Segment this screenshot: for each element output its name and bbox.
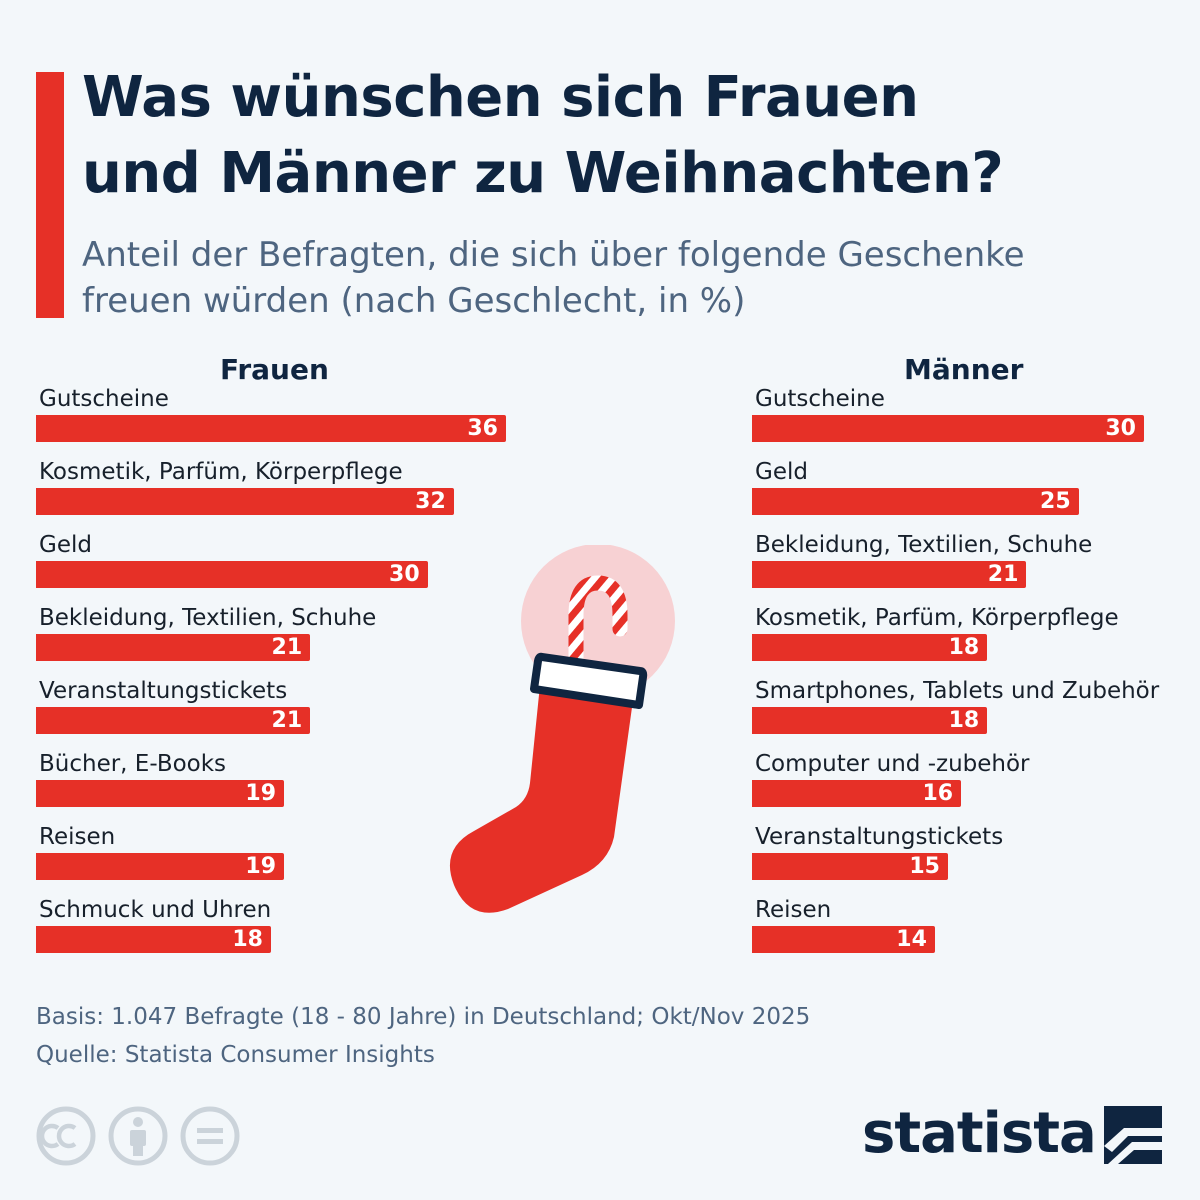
bar-value-label: 15	[909, 854, 940, 879]
bar: 30	[752, 415, 1144, 442]
bar-category-label: Geld	[39, 532, 92, 558]
bar-row: Kosmetik, Parfüm, Körperpflege 32	[36, 458, 596, 531]
christmas-stocking-with-candy-cane-icon	[449, 545, 675, 913]
bar-row: Veranstaltungstickets 21	[36, 677, 596, 750]
bar-row: Kosmetik, Parfüm, Körperpflege 18	[752, 604, 1192, 677]
basis-note: Basis: 1.047 Befragte (18 - 80 Jahre) in…	[36, 1004, 811, 1030]
bar: 32	[36, 488, 454, 515]
bar: 30	[36, 561, 428, 588]
attribution-icon[interactable]	[108, 1106, 168, 1166]
bar-value-label: 19	[245, 854, 277, 879]
title-line-2: und Männer zu Weihnachten?	[82, 141, 1004, 206]
bar: 19	[36, 853, 285, 880]
subtitle-line-2: freuen würden (nach Geschlecht, in %)	[82, 281, 746, 321]
bar: 36	[36, 415, 506, 442]
statista-mark-icon	[1104, 1106, 1162, 1164]
bar-value-label: 36	[467, 416, 498, 441]
chart-title-frauen: Frauen	[220, 353, 329, 386]
bar-category-label: Reisen	[755, 897, 832, 923]
bar-category-label: Gutscheine	[39, 386, 169, 412]
source-note: Quelle: Statista Consumer Insights	[36, 1042, 435, 1068]
bar-row: Reisen 19	[36, 823, 596, 896]
bar-category-label: Reisen	[39, 824, 116, 850]
bar: 18	[752, 707, 988, 734]
bar-value-label: 16	[922, 781, 954, 806]
bar: 14	[752, 926, 935, 953]
bar-value-label: 18	[232, 927, 263, 952]
statista-logo[interactable]: statista	[862, 1098, 1172, 1170]
bar-category-label: Schmuck und Uhren	[39, 897, 272, 923]
bar: 19	[36, 780, 285, 807]
stocking-body	[449, 685, 634, 913]
bar-value-label: 19	[245, 781, 277, 806]
bar-value-label: 14	[896, 927, 927, 952]
brand-wordmark: statista	[862, 1101, 1097, 1166]
chart-notes: Basis: 1.047 Befragte (18 - 80 Jahre) in…	[36, 998, 810, 1074]
bar-value-label: 30	[389, 562, 420, 587]
page-title: Was wünschen sich Frauen und Männer zu W…	[82, 60, 1182, 212]
bar: 21	[36, 707, 311, 734]
bar-row: Bekleidung, Textilien, Schuhe 21	[752, 531, 1192, 604]
bar-category-label: Smartphones, Tablets und Zubehör	[755, 678, 1160, 704]
bar: 16	[752, 780, 962, 807]
bar-category-label: Computer und -zubehör	[755, 751, 1030, 777]
stocking-cuff	[530, 652, 648, 709]
bar-category-label: Bekleidung, Textilien, Schuhe	[755, 532, 1093, 558]
bar-category-label: Bekleidung, Textilien, Schuhe	[39, 605, 377, 631]
no-derivatives-icon[interactable]	[180, 1106, 240, 1166]
bar-value-label: 21	[987, 562, 1019, 587]
bar-category-label: Veranstaltungstickets	[755, 824, 1004, 850]
bar: 15	[752, 853, 948, 880]
subtitle: Anteil der Befragten, die sich über folg…	[82, 232, 1172, 324]
bar-value-label: 18	[948, 635, 980, 660]
bar-value-label: 30	[1105, 416, 1136, 441]
bar-list-maenner: Gutscheine 30 Geld 25 Bekleidung, Textilien,…	[752, 385, 1192, 969]
bar-category-label: Geld	[755, 459, 808, 485]
license-icons	[36, 1106, 240, 1166]
bar: 18	[36, 926, 271, 953]
bar-row: Schmuck und Uhren 18	[36, 896, 596, 969]
candy-cane-icon	[568, 575, 628, 671]
cc-icon[interactable]	[36, 1106, 96, 1166]
bar-category-label: Gutscheine	[755, 386, 885, 412]
bar-list-frauen: Gutscheine 36 Kosmetik, Parfüm, Körperpfle…	[36, 385, 596, 969]
bar-row: Gutscheine 30	[752, 385, 1192, 458]
bar: 21	[36, 634, 311, 661]
bar-row: Gutscheine 36	[36, 385, 596, 458]
subtitle-line-1: Anteil der Befragten, die sich über folg…	[82, 235, 1025, 275]
bar-category-label: Bücher, E-Books	[39, 751, 227, 777]
bar: 21	[752, 561, 1027, 588]
bar-category-label: Kosmetik, Parfüm, Körperpflege	[39, 459, 403, 485]
bar-row: Bekleidung, Textilien, Schuhe 21	[36, 604, 596, 677]
bar-value-label: 32	[415, 489, 446, 514]
bar-row: Geld 25	[752, 458, 1192, 531]
bar-category-label: Kosmetik, Parfüm, Körperpflege	[755, 605, 1119, 631]
bar-row: Computer und -zubehör 16	[752, 750, 1192, 823]
title-accent-bar	[36, 72, 64, 318]
bar-row: Smartphones, Tablets und Zubehör 18	[752, 677, 1192, 750]
bar-row: Bücher, E-Books 19	[36, 750, 596, 823]
bar-row: Veranstaltungstickets 15	[752, 823, 1192, 896]
bar-row: Geld 30	[36, 531, 596, 604]
bar: 18	[752, 634, 988, 661]
bar-value-label: 21	[271, 708, 303, 733]
bar-value-label: 21	[271, 635, 303, 660]
bar-category-label: Veranstaltungstickets	[39, 678, 288, 704]
bar-value-label: 25	[1040, 489, 1071, 514]
bar-row: Reisen 14	[752, 896, 1192, 969]
bar-value-label: 18	[948, 708, 980, 733]
title-line-1: Was wünschen sich Frauen	[82, 65, 919, 130]
bar: 25	[752, 488, 1079, 515]
chart-title-maenner: Männer	[904, 353, 1024, 386]
